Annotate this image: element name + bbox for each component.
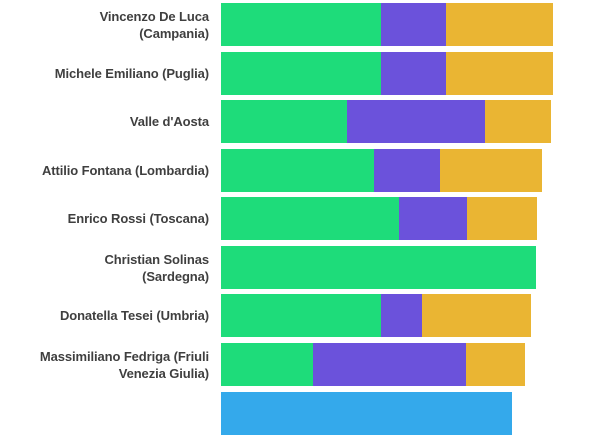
stacked-bar [221, 3, 553, 46]
category-label-line: Enrico Rossi (Toscana) [67, 211, 209, 226]
category-label-line: Massimiliano Fedriga (Friuli [39, 348, 209, 364]
category-label-line: Venezia Giulia) [118, 365, 209, 381]
chart-row: Christian Solinas (Sardegna) [0, 246, 600, 289]
chart-row: Vincenzo De Luca (Campania) [0, 3, 600, 46]
chart-row: Michele Emiliano (Puglia) [0, 52, 600, 95]
bar-segment-green [221, 246, 536, 289]
category-label-line: Vincenzo De Luca [99, 8, 210, 24]
category-label-line: Valle d'Aosta [129, 114, 209, 129]
bar-segment-green [221, 52, 381, 95]
category-label: Attilio Fontana (Lombardia) [0, 149, 209, 192]
bar-segment-purple [313, 343, 466, 386]
bar-segment-blue [221, 392, 512, 435]
stacked-bar [221, 343, 525, 386]
bar-segment-green [221, 149, 374, 192]
bar-segment-yellow [446, 3, 553, 46]
category-label: Enrico Rossi (Toscana) [0, 197, 209, 240]
category-label: Vincenzo De Luca (Campania) [0, 3, 210, 46]
category-label-line: Donatella Tesei (Umbria) [59, 308, 209, 323]
category-label: Christian Solinas (Sardegna) [0, 246, 210, 289]
stacked-bar [221, 100, 551, 143]
bar-segment-purple [399, 197, 467, 240]
category-label-line: (Sardegna) [142, 268, 209, 284]
bar-segment-yellow [440, 149, 542, 192]
chart-row: Valle d'Aosta [0, 100, 600, 143]
stacked-bar [221, 149, 542, 192]
category-label: Donatella Tesei (Umbria) [0, 294, 209, 337]
stacked-bar [221, 246, 536, 289]
bar-segment-purple [374, 149, 440, 192]
bar-segment-purple [381, 3, 446, 46]
stacked-bar [221, 392, 512, 435]
category-label-line: Michele Emiliano (Puglia) [54, 66, 209, 81]
bar-segment-green [221, 343, 313, 386]
stacked-bar [221, 197, 537, 240]
category-label: Valle d'Aosta [0, 100, 209, 143]
bar-segment-purple [381, 52, 446, 95]
bar-segment-yellow [422, 294, 531, 337]
bar-segment-green [221, 197, 399, 240]
chart-row [0, 392, 600, 435]
category-label: Massimiliano Fedriga (Friuli Venezia Giul… [0, 343, 209, 386]
bar-segment-yellow [467, 197, 537, 240]
stacked-bar [221, 52, 553, 95]
bar-segment-green [221, 3, 381, 46]
chart-row: Enrico Rossi (Toscana) [0, 197, 600, 240]
bar-segment-green [221, 100, 347, 143]
category-label [0, 392, 209, 435]
bar-segment-green [221, 294, 381, 337]
chart-row: Donatella Tesei (Umbria) [0, 294, 600, 337]
category-label: Michele Emiliano (Puglia) [0, 52, 209, 95]
category-label-line: Christian Solinas [104, 251, 210, 267]
category-label-line: (Campania) [139, 25, 209, 41]
chart-row: Attilio Fontana (Lombardia) [0, 149, 600, 192]
bar-segment-purple [381, 294, 422, 337]
bar-segment-purple [347, 100, 485, 143]
category-label-line: Attilio Fontana (Lombardia) [41, 163, 209, 178]
stacked-bar-chart: Vincenzo De Luca (Campania) Michele Emilia… [0, 3, 600, 435]
bar-segment-yellow [446, 52, 553, 95]
chart-row: Massimiliano Fedriga (Friuli Venezia Giul… [0, 343, 600, 386]
bar-segment-yellow [485, 100, 551, 143]
stacked-bar [221, 294, 531, 337]
bar-segment-yellow [466, 343, 525, 386]
